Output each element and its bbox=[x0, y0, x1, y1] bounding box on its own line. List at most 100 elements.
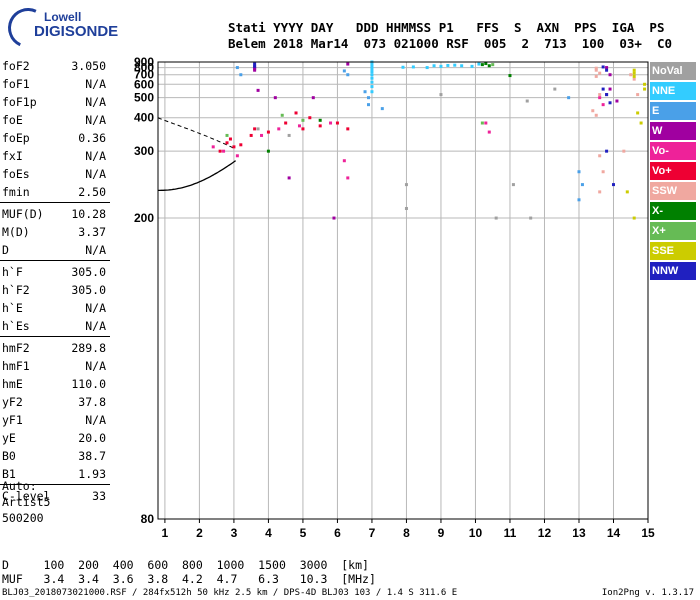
data-point bbox=[370, 73, 374, 77]
series-noval bbox=[256, 87, 557, 220]
param-separator bbox=[0, 336, 110, 337]
data-point bbox=[287, 133, 291, 137]
legend-item: SSE bbox=[650, 242, 696, 260]
series-vo- bbox=[211, 96, 605, 180]
param-row: h`E N/A bbox=[0, 299, 110, 317]
param-label: M(D) bbox=[2, 225, 30, 239]
data-point bbox=[480, 121, 484, 125]
data-point bbox=[477, 62, 481, 66]
y-tick-label: 400 bbox=[134, 111, 154, 125]
version-label: Ion2Png v. 1.3.17 bbox=[601, 588, 694, 598]
param-label: h`Es bbox=[2, 319, 30, 333]
header-line2: Belem 2018 Mar14 073 021000 RSF 005 2 71… bbox=[228, 36, 673, 51]
param-row: hmF1 N/A bbox=[0, 357, 110, 375]
param-label: hmE bbox=[2, 377, 23, 391]
x-tick-label: 8 bbox=[403, 526, 410, 540]
y-tick-label: 500 bbox=[134, 91, 154, 105]
profile-curves bbox=[157, 117, 236, 192]
data-point bbox=[301, 118, 305, 122]
data-point bbox=[256, 127, 260, 131]
data-point bbox=[287, 176, 291, 180]
data-point bbox=[294, 111, 298, 115]
param-value: 0.36 bbox=[78, 131, 106, 145]
param-row: foF2 3.050 bbox=[0, 57, 110, 75]
data-point bbox=[632, 77, 636, 81]
data-point bbox=[494, 216, 498, 220]
data-point bbox=[460, 64, 464, 68]
param-value: 38.7 bbox=[78, 449, 106, 463]
param-label: h`F2 bbox=[2, 283, 30, 297]
param-label: hmF2 bbox=[2, 341, 30, 355]
data-point bbox=[487, 64, 491, 68]
param-separator bbox=[0, 484, 110, 485]
data-point bbox=[346, 73, 350, 77]
data-point bbox=[253, 68, 257, 72]
series-nne bbox=[370, 60, 481, 94]
param-value: N/A bbox=[85, 319, 106, 333]
data-point bbox=[370, 80, 374, 84]
data-point bbox=[225, 141, 229, 145]
data-point bbox=[484, 121, 488, 125]
param-row: foE N/A bbox=[0, 111, 110, 129]
data-point bbox=[594, 68, 598, 72]
data-point bbox=[525, 99, 529, 103]
data-point bbox=[342, 69, 346, 73]
data-point bbox=[511, 183, 515, 187]
param-label: MUF(D) bbox=[2, 207, 44, 221]
data-point bbox=[235, 66, 239, 70]
param-label: foEs bbox=[2, 167, 30, 181]
data-point bbox=[632, 71, 636, 75]
data-point bbox=[370, 90, 374, 94]
data-point bbox=[611, 183, 615, 187]
data-point bbox=[239, 143, 243, 147]
data-point bbox=[335, 121, 339, 125]
series-x- bbox=[225, 63, 495, 137]
data-point bbox=[577, 198, 581, 202]
param-row: foF1 N/A bbox=[0, 75, 110, 93]
data-point bbox=[284, 121, 288, 125]
param-row: yF2 37.8 bbox=[0, 393, 110, 411]
param-row: h`F2 305.0 bbox=[0, 281, 110, 299]
data-point bbox=[222, 149, 226, 153]
param-value: 1.93 bbox=[78, 467, 106, 481]
param-label: B1 bbox=[2, 467, 16, 481]
param-label: foE bbox=[2, 113, 23, 127]
param-value: 37.8 bbox=[78, 395, 106, 409]
param-row: yE 20.0 bbox=[0, 429, 110, 447]
data-point bbox=[605, 66, 609, 70]
auto-artist: Artist5 bbox=[2, 495, 51, 509]
data-point bbox=[253, 127, 257, 131]
data-point bbox=[228, 137, 232, 141]
data-point bbox=[601, 87, 605, 91]
param-row: h`Es N/A bbox=[0, 317, 110, 335]
data-point bbox=[487, 130, 491, 134]
data-point bbox=[211, 145, 215, 149]
param-label: yF2 bbox=[2, 395, 23, 409]
param-value: 305.0 bbox=[71, 283, 106, 297]
param-value: N/A bbox=[85, 243, 106, 257]
muf-table: D 100 200 400 600 800 1000 1500 3000 [km… bbox=[2, 558, 376, 586]
param-value: N/A bbox=[85, 95, 106, 109]
data-point bbox=[594, 74, 598, 78]
legend-item: NNW bbox=[650, 262, 696, 280]
param-label: fxI bbox=[2, 149, 23, 163]
data-point bbox=[366, 103, 370, 107]
param-row: MUF(D) 10.28 bbox=[0, 205, 110, 223]
series-ssw bbox=[591, 66, 640, 194]
x-tick-label: 5 bbox=[300, 526, 307, 540]
data-point bbox=[370, 76, 374, 80]
data-point bbox=[329, 121, 333, 125]
data-point bbox=[260, 133, 264, 137]
x-tick-label: 2 bbox=[196, 526, 203, 540]
data-point bbox=[346, 127, 350, 131]
data-point bbox=[622, 149, 626, 153]
param-label: hmF1 bbox=[2, 359, 30, 373]
data-point bbox=[453, 63, 457, 67]
data-point bbox=[432, 64, 436, 68]
data-point bbox=[605, 68, 609, 72]
footer-info: BLJ03_2018073021000.RSF / 284fx512h 50 k… bbox=[2, 588, 458, 598]
param-value: 305.0 bbox=[71, 265, 106, 279]
param-label: B0 bbox=[2, 449, 16, 463]
data-point bbox=[370, 62, 374, 66]
legend-item: X+ bbox=[650, 222, 696, 240]
